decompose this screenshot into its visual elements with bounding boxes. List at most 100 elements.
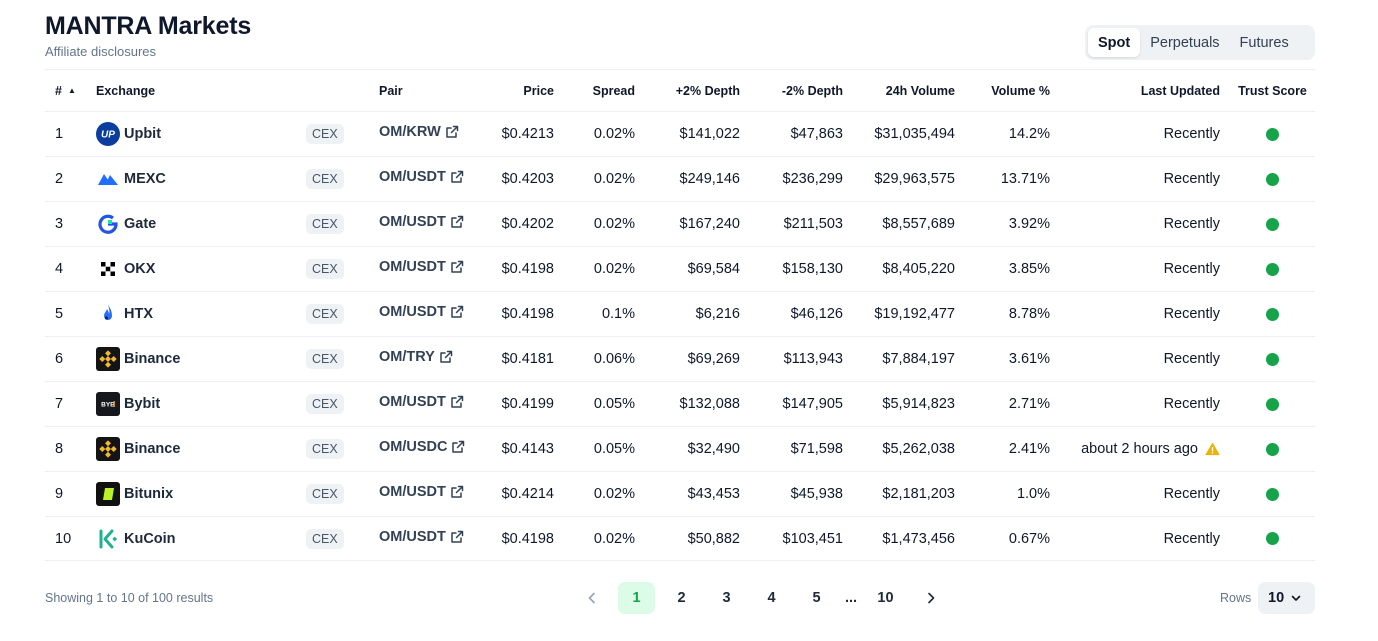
minus-depth-cell: $103,451 [782, 530, 843, 547]
trust-score-cell [1235, 382, 1310, 426]
exchange-cell[interactable]: HTX [96, 292, 296, 336]
table-row[interactable]: 10 KuCoin CEX OM/USDT $0.4198 0.02% $50,882 $10… [45, 516, 1315, 561]
exchange-cell[interactable]: UP Upbit [96, 112, 296, 156]
exchange-name[interactable]: Binance [124, 351, 181, 367]
volume-cell: $29,963,575 [874, 171, 955, 187]
spread-cell: 0.02% [593, 530, 635, 547]
exchange-name[interactable]: Bybit [124, 396, 161, 412]
trust-score-cell [1235, 427, 1310, 471]
volume-percent-cell: 14.2% [1008, 126, 1050, 142]
table-row[interactable]: 5 HTX CEX OM/USDT $0.4198 0.1% $6,216 $46,126 $1… [45, 291, 1315, 336]
exchange-cell[interactable]: MEXC [96, 157, 296, 201]
pair-link[interactable]: OM/USDT [379, 259, 464, 275]
pair-cell: OM/USDT [379, 247, 489, 291]
trust-score-cell [1235, 517, 1310, 560]
pair-link[interactable]: OM/USDT [379, 484, 464, 500]
trust-score-cell [1235, 247, 1310, 291]
tab-perpetuals[interactable]: Perpetuals [1150, 34, 1220, 51]
minus-depth-cell: $113,943 [783, 351, 843, 367]
table-row[interactable]: 1 UP Upbit CEX OM/KRW $0.4213 0.02% $141,022 $47… [45, 111, 1315, 156]
table-row[interactable]: 6 Binance CEX OM/TRY $0.4181 0.06% $69,269 $113… [45, 336, 1315, 381]
table-row[interactable]: 9 Bitunix CEX OM/USDT $0.4214 0.02% $43,453 $45… [45, 471, 1315, 516]
mexc-logo [96, 167, 120, 191]
minus-depth-cell: $46,126 [790, 306, 843, 322]
minus-depth-column-header[interactable]: -2% Depth [781, 83, 843, 98]
plus-depth-column-header[interactable]: +2% Depth [675, 83, 740, 98]
page-button-1[interactable]: 1 [618, 582, 655, 614]
page-button-2[interactable]: 2 [677, 590, 686, 606]
trust-score-column-header[interactable]: Trust Score [1238, 83, 1307, 98]
rank-cell: 8 [55, 441, 64, 457]
exchange-type-badge: CEX [306, 484, 344, 504]
pair-cell: OM/USDT [379, 202, 489, 246]
exchange-name[interactable]: MEXC [124, 171, 166, 187]
page-button-5[interactable]: 5 [812, 590, 821, 606]
last-updated-cell: Recently [1060, 202, 1220, 246]
table-row[interactable]: 7 BYB Bybit CEX OM/USDT $0.4199 0.05% $132,088 $… [45, 381, 1315, 426]
exchange-cell[interactable]: Gate [96, 202, 296, 246]
table-row[interactable]: 2 MEXC CEX OM/USDT $0.4203 0.02% $249,146 $236,… [45, 156, 1315, 201]
trust-score-cell [1235, 202, 1310, 246]
exchange-type-cell: CEX [306, 472, 356, 516]
exchange-cell[interactable]: Binance [96, 427, 296, 471]
pair-label: OM/USDT [379, 169, 446, 185]
rows-per-page-select[interactable]: 10 [1258, 582, 1315, 614]
spread-cell: 0.02% [593, 486, 635, 502]
exchange-cell[interactable]: Binance [96, 337, 296, 381]
plus-depth-cell: $32,490 [687, 441, 740, 457]
previous-page-button[interactable] [573, 582, 610, 614]
next-page-button[interactable] [912, 582, 949, 614]
exchange-name[interactable]: Bitunix [124, 486, 174, 502]
trust-score-indicator [1266, 307, 1279, 321]
spread-cell: 0.02% [593, 261, 635, 277]
sort-ascending-icon: ▲ [67, 86, 76, 95]
exchange-type-badge: CEX [306, 394, 344, 414]
pair-link[interactable]: OM/USDT [379, 529, 464, 545]
exchange-cell[interactable]: Bitunix [96, 472, 296, 516]
volume-percent-column-header[interactable]: Volume % [991, 83, 1050, 98]
volume-percent-cell: 3.92% [1008, 216, 1050, 232]
table-row[interactable]: 3 Gate CEX OM/USDT $0.4202 0.02% $167,240 $211,… [45, 201, 1315, 246]
exchange-cell[interactable]: KuCoin [96, 517, 296, 560]
volume-percent-cell: 3.61% [1008, 351, 1050, 367]
affiliate-disclosures-link[interactable]: Affiliate disclosures [45, 44, 157, 59]
warning-icon [1205, 442, 1220, 456]
exchange-cell[interactable]: BYB Bybit [96, 382, 296, 426]
page-button-4[interactable]: 4 [767, 590, 776, 606]
volume-percent-cell: 1.0% [1016, 486, 1050, 502]
exchange-name[interactable]: Upbit [124, 126, 162, 142]
pair-link[interactable]: OM/KRW [379, 124, 459, 140]
exchange-name[interactable]: OKX [124, 261, 156, 277]
last-updated-text: Recently [1163, 306, 1220, 322]
minus-depth-cell: $158,130 [782, 261, 843, 277]
spread-column-header[interactable]: Spread [592, 83, 635, 98]
volume-percent-cell: 13.71% [1000, 171, 1050, 187]
minus-depth-cell: $47,863 [790, 126, 843, 142]
pair-link[interactable]: OM/USDC [379, 439, 465, 455]
pair-cell: OM/USDT [379, 157, 489, 201]
pair-link[interactable]: OM/USDT [379, 214, 464, 230]
page-button-3[interactable]: 3 [722, 590, 731, 606]
tab-spot[interactable]: Spot [1088, 28, 1141, 57]
pair-link[interactable]: OM/TRY [379, 349, 453, 365]
exchange-type-cell: CEX [306, 427, 356, 471]
table-row[interactable]: 8 Binance CEX OM/USDC $0.4143 0.05% $32,490 $71… [45, 426, 1315, 471]
exchange-type-badge: CEX [306, 214, 344, 234]
exchange-type-badge: CEX [306, 304, 344, 324]
pair-link[interactable]: OM/USDT [379, 304, 464, 320]
exchange-name[interactable]: Binance [124, 441, 181, 457]
volume-cell: $5,262,038 [882, 441, 955, 457]
rank-column-header[interactable]: # ▲ [55, 70, 95, 111]
exchange-name[interactable]: KuCoin [124, 530, 176, 547]
price-column-header[interactable]: Price [523, 83, 554, 98]
volume-column-header[interactable]: 24h Volume [885, 83, 955, 98]
tab-futures[interactable]: Futures [1239, 34, 1289, 51]
pair-link[interactable]: OM/USDT [379, 169, 464, 185]
exchange-name[interactable]: HTX [124, 306, 153, 322]
pair-link[interactable]: OM/USDT [379, 394, 464, 410]
exchange-name[interactable]: Gate [124, 216, 157, 232]
table-row[interactable]: 4 OKX CEX OM/USDT $0.4198 0.02% $69,584 $158,13… [45, 246, 1315, 291]
pair-cell: OM/USDT [379, 382, 489, 426]
exchange-cell[interactable]: OKX [96, 247, 296, 291]
page-button-10[interactable]: 10 [877, 590, 894, 606]
